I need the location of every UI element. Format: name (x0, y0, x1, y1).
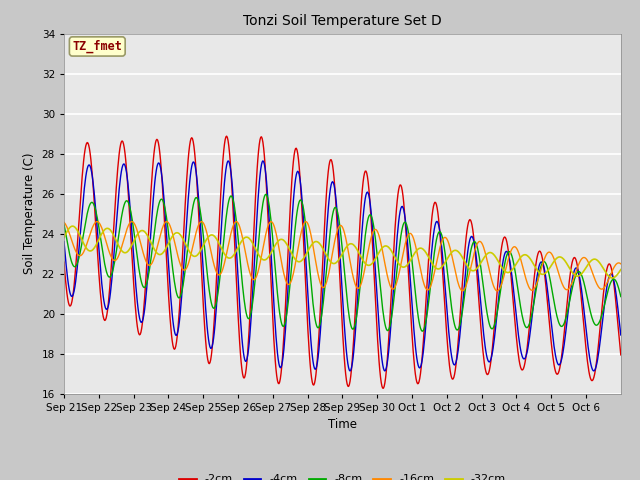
-2cm (223, 133, 230, 139)
-16cm (60, 219, 68, 225)
Y-axis label: Soil Temperature (C): Soil Temperature (C) (23, 153, 36, 275)
-8cm (617, 294, 625, 300)
X-axis label: Time: Time (328, 418, 357, 431)
-8cm (401, 219, 408, 225)
Line: -32cm: -32cm (64, 226, 621, 278)
Title: Tonzi Soil Temperature Set D: Tonzi Soil Temperature Set D (243, 14, 442, 28)
-2cm (228, 194, 236, 200)
-16cm (276, 253, 284, 259)
Line: -16cm: -16cm (64, 222, 621, 291)
-32cm (401, 264, 408, 270)
-2cm (433, 202, 440, 207)
-32cm (608, 275, 616, 281)
-4cm (401, 216, 409, 222)
-16cm (255, 264, 263, 269)
-32cm (60, 235, 68, 240)
-8cm (125, 203, 133, 208)
-32cm (617, 267, 625, 273)
-32cm (69, 223, 77, 229)
-8cm (228, 193, 236, 199)
Legend: -2cm, -4cm, -8cm, -16cm, -32cm: -2cm, -4cm, -8cm, -16cm, -32cm (175, 470, 510, 480)
-16cm (125, 221, 133, 227)
-16cm (401, 244, 408, 250)
-4cm (228, 176, 236, 182)
-16cm (493, 288, 501, 294)
-4cm (125, 196, 133, 202)
-16cm (228, 228, 236, 233)
-4cm (346, 368, 354, 374)
-4cm (433, 219, 440, 225)
Text: TZ_fmet: TZ_fmet (72, 40, 122, 53)
Line: -4cm: -4cm (64, 161, 621, 371)
Line: -8cm: -8cm (64, 194, 621, 331)
-2cm (401, 217, 409, 223)
-8cm (255, 231, 263, 237)
-4cm (255, 180, 263, 186)
-32cm (256, 254, 264, 260)
-8cm (262, 192, 269, 197)
-4cm (259, 158, 267, 164)
-2cm (256, 137, 264, 143)
-32cm (126, 245, 134, 251)
Line: -2cm: -2cm (64, 136, 621, 388)
-8cm (60, 221, 68, 227)
-4cm (277, 364, 285, 370)
-16cm (617, 261, 625, 267)
-32cm (432, 265, 440, 271)
-32cm (228, 254, 236, 260)
-16cm (302, 219, 310, 225)
-4cm (60, 239, 68, 244)
-32cm (277, 237, 285, 242)
-2cm (380, 385, 387, 391)
-8cm (433, 237, 440, 243)
-2cm (60, 259, 68, 265)
-2cm (617, 352, 625, 358)
-8cm (277, 318, 285, 324)
-8cm (419, 328, 426, 334)
-16cm (432, 264, 440, 269)
-2cm (277, 371, 285, 376)
-4cm (617, 332, 625, 338)
-2cm (125, 208, 133, 214)
